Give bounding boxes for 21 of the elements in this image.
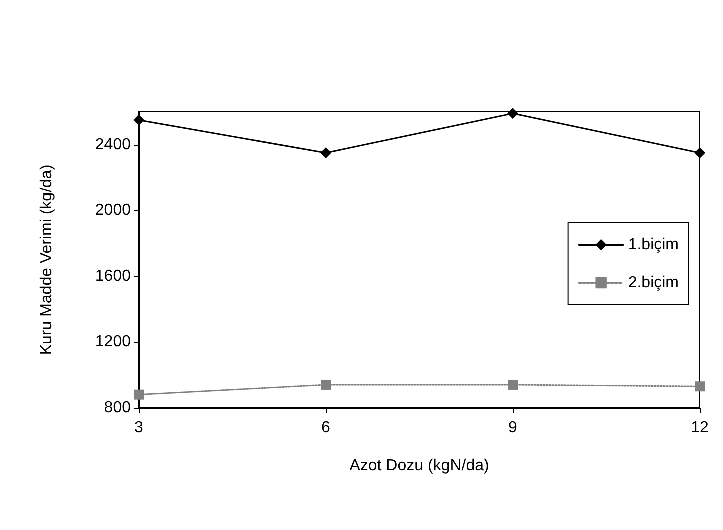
point — [694, 148, 706, 159]
y-tick-label: 2000 — [95, 202, 132, 220]
point — [134, 114, 144, 126]
x-tick-label: 12 — [691, 420, 709, 436]
legend-label: 2.biçim — [628, 274, 680, 292]
x-tick-label: 6 — [322, 420, 331, 436]
point — [321, 380, 331, 390]
y-tick-label: 2400 — [95, 136, 132, 154]
point — [508, 108, 518, 120]
x-tick-label: 9 — [508, 420, 518, 436]
x-tick-label: 3 — [134, 420, 144, 436]
y-axis-title: Kuru Madde Verimi (kg/da) — [38, 164, 56, 356]
legend-label: 1.biçim — [628, 236, 680, 254]
y-tick-label: 1200 — [95, 334, 132, 351]
point — [320, 148, 332, 159]
x-axis-title: Azot Dozu (kgN/da) — [350, 458, 490, 474]
point — [508, 380, 518, 390]
point — [695, 382, 705, 392]
point — [134, 390, 144, 400]
y-tick-label: 800 — [104, 400, 132, 416]
y-tick-label: 1600 — [95, 268, 132, 285]
